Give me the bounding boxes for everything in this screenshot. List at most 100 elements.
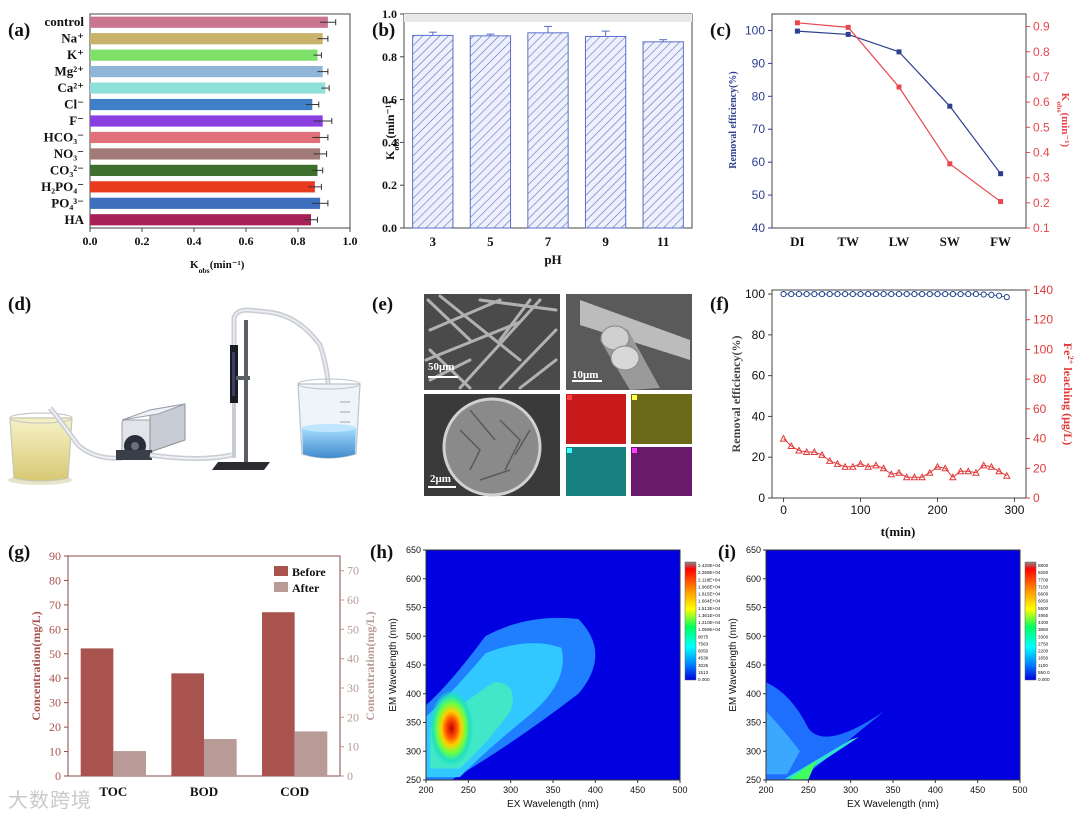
bar (90, 131, 321, 144)
colorbar-label: 2.269E+04 (698, 570, 721, 575)
y-right-tick-label: 0.4 (1033, 145, 1050, 159)
data-point (947, 103, 953, 109)
data-point (896, 84, 902, 90)
watermark: 大数跨境 (8, 788, 92, 812)
data-point (995, 467, 1003, 475)
category-label: HCO₃⁻ (44, 129, 84, 144)
x-tick-label: 200 (758, 785, 773, 795)
x-tick-label: SW (940, 234, 960, 249)
y-tick-label: 450 (406, 660, 421, 670)
y-left-axis-label: Removal efficiency(%) (728, 71, 739, 168)
x-tick-label: LW (889, 234, 909, 249)
y-right-tick-label: 0.6 (1033, 95, 1050, 109)
x-tick-label: 0.4 (187, 234, 202, 248)
y-tick-label: 300 (746, 746, 761, 756)
y-tick-label: 0.6 (382, 93, 397, 107)
y-right-tick-label: 0.1 (1033, 221, 1050, 235)
panel-label: (a) (8, 20, 30, 41)
data-point (987, 462, 996, 470)
data-point (903, 290, 910, 298)
y-right-axis-label: Fe2+ leaching (μg/L) (1061, 343, 1076, 445)
data-point (888, 290, 895, 298)
y-left-tick-label: 90 (752, 56, 766, 70)
y-axis-label: EM Wavelength (nm) (388, 618, 399, 712)
peak-contour (789, 759, 817, 780)
colorbar-label: 1650 (1038, 656, 1049, 661)
contour-region (784, 736, 860, 779)
category-label: Cl⁻ (64, 97, 84, 112)
y-right-tick-label: 0.2 (1033, 196, 1050, 210)
data-point (895, 468, 903, 476)
data-point (794, 20, 800, 26)
bar (90, 197, 321, 209)
bar (90, 115, 323, 127)
data-point (949, 473, 957, 481)
data-point (1002, 471, 1011, 479)
colorbar-label: 7563 (698, 641, 709, 646)
y-left-tick-label: 70 (49, 598, 61, 612)
y-right-tick-label: 20 (347, 710, 359, 724)
legend-swatch (274, 566, 288, 576)
y-tick-label: 0.8 (382, 50, 397, 64)
panel-label: (i) (718, 542, 736, 563)
x-tick-label: TW (837, 234, 859, 249)
data-point (865, 290, 872, 298)
y-tick-label: 1.0 (382, 7, 397, 21)
colorbar-label: 7700 (1038, 577, 1049, 582)
data-point (965, 290, 972, 298)
x-tick-label: FW (990, 234, 1011, 249)
x-tick-label: 3 (430, 234, 437, 249)
data-point (934, 290, 941, 298)
y-right-tick-label: 20 (1033, 461, 1047, 475)
y-tick-label: 400 (746, 689, 761, 699)
category-label: NO₃⁻ (54, 146, 84, 161)
category-label: Ca²⁺ (57, 80, 84, 95)
scale-bar-label: 50μm (428, 361, 454, 373)
data-point (818, 450, 826, 458)
data-point (795, 446, 803, 454)
y-right-tick-label: 0.9 (1033, 20, 1050, 34)
y-tick-label: 400 (406, 689, 421, 699)
panel-label: (f) (710, 294, 729, 315)
data-point (845, 31, 851, 37)
data-point (848, 462, 857, 470)
colorbar-label: 4950 (1038, 613, 1049, 618)
y-left-tick-label: 60 (752, 155, 766, 169)
data-point (956, 467, 965, 475)
y-right-tick-label: 40 (347, 652, 359, 666)
y-tick-label: 600 (746, 574, 761, 584)
y-left-tick-label: 30 (49, 696, 61, 710)
bar (262, 612, 295, 776)
y-left-tick-label: 40 (49, 671, 61, 685)
y-right-axis-label: Kobs(min⁻¹) (1056, 93, 1072, 148)
colorbar-label: 3300 (1038, 634, 1049, 639)
x-tick-label: TOC (99, 784, 127, 799)
data-point (918, 290, 926, 298)
x-tick-label: COD (280, 784, 309, 799)
data-point (949, 290, 956, 298)
category-label: PO₄³⁻ (51, 195, 84, 210)
colorbar-label: 1.664E+04 (698, 599, 721, 604)
bar (90, 49, 318, 61)
x-tick-label: 0.2 (135, 234, 150, 248)
y-right-tick-label: 0.3 (1033, 171, 1050, 185)
data-point (896, 49, 902, 55)
data-point (810, 447, 819, 455)
data-point (887, 470, 896, 478)
y-right-tick-label: 80 (1033, 372, 1047, 386)
x-tick-label: 250 (801, 785, 816, 795)
colorbar-label: 3850 (1038, 627, 1049, 632)
sem-images: 50μm 10μm 2μm (424, 294, 692, 497)
colorbar-label: 0.000 (698, 677, 710, 682)
data-point (995, 292, 1003, 299)
y-left-tick-label: 80 (49, 573, 61, 587)
x-axis-label: Kobs(min⁻¹) (190, 259, 245, 275)
plot-frame (771, 13, 1027, 229)
x-tick-label: 7 (545, 234, 552, 249)
data-point (845, 24, 851, 30)
y-tick-label: 350 (746, 718, 761, 728)
data-point (841, 462, 849, 470)
panel-label: (e) (372, 294, 393, 315)
chart-f: 0 100 200 300 0 20 40 60 80 100 0 20 40 60 80 100 120 140… (729, 283, 1076, 539)
